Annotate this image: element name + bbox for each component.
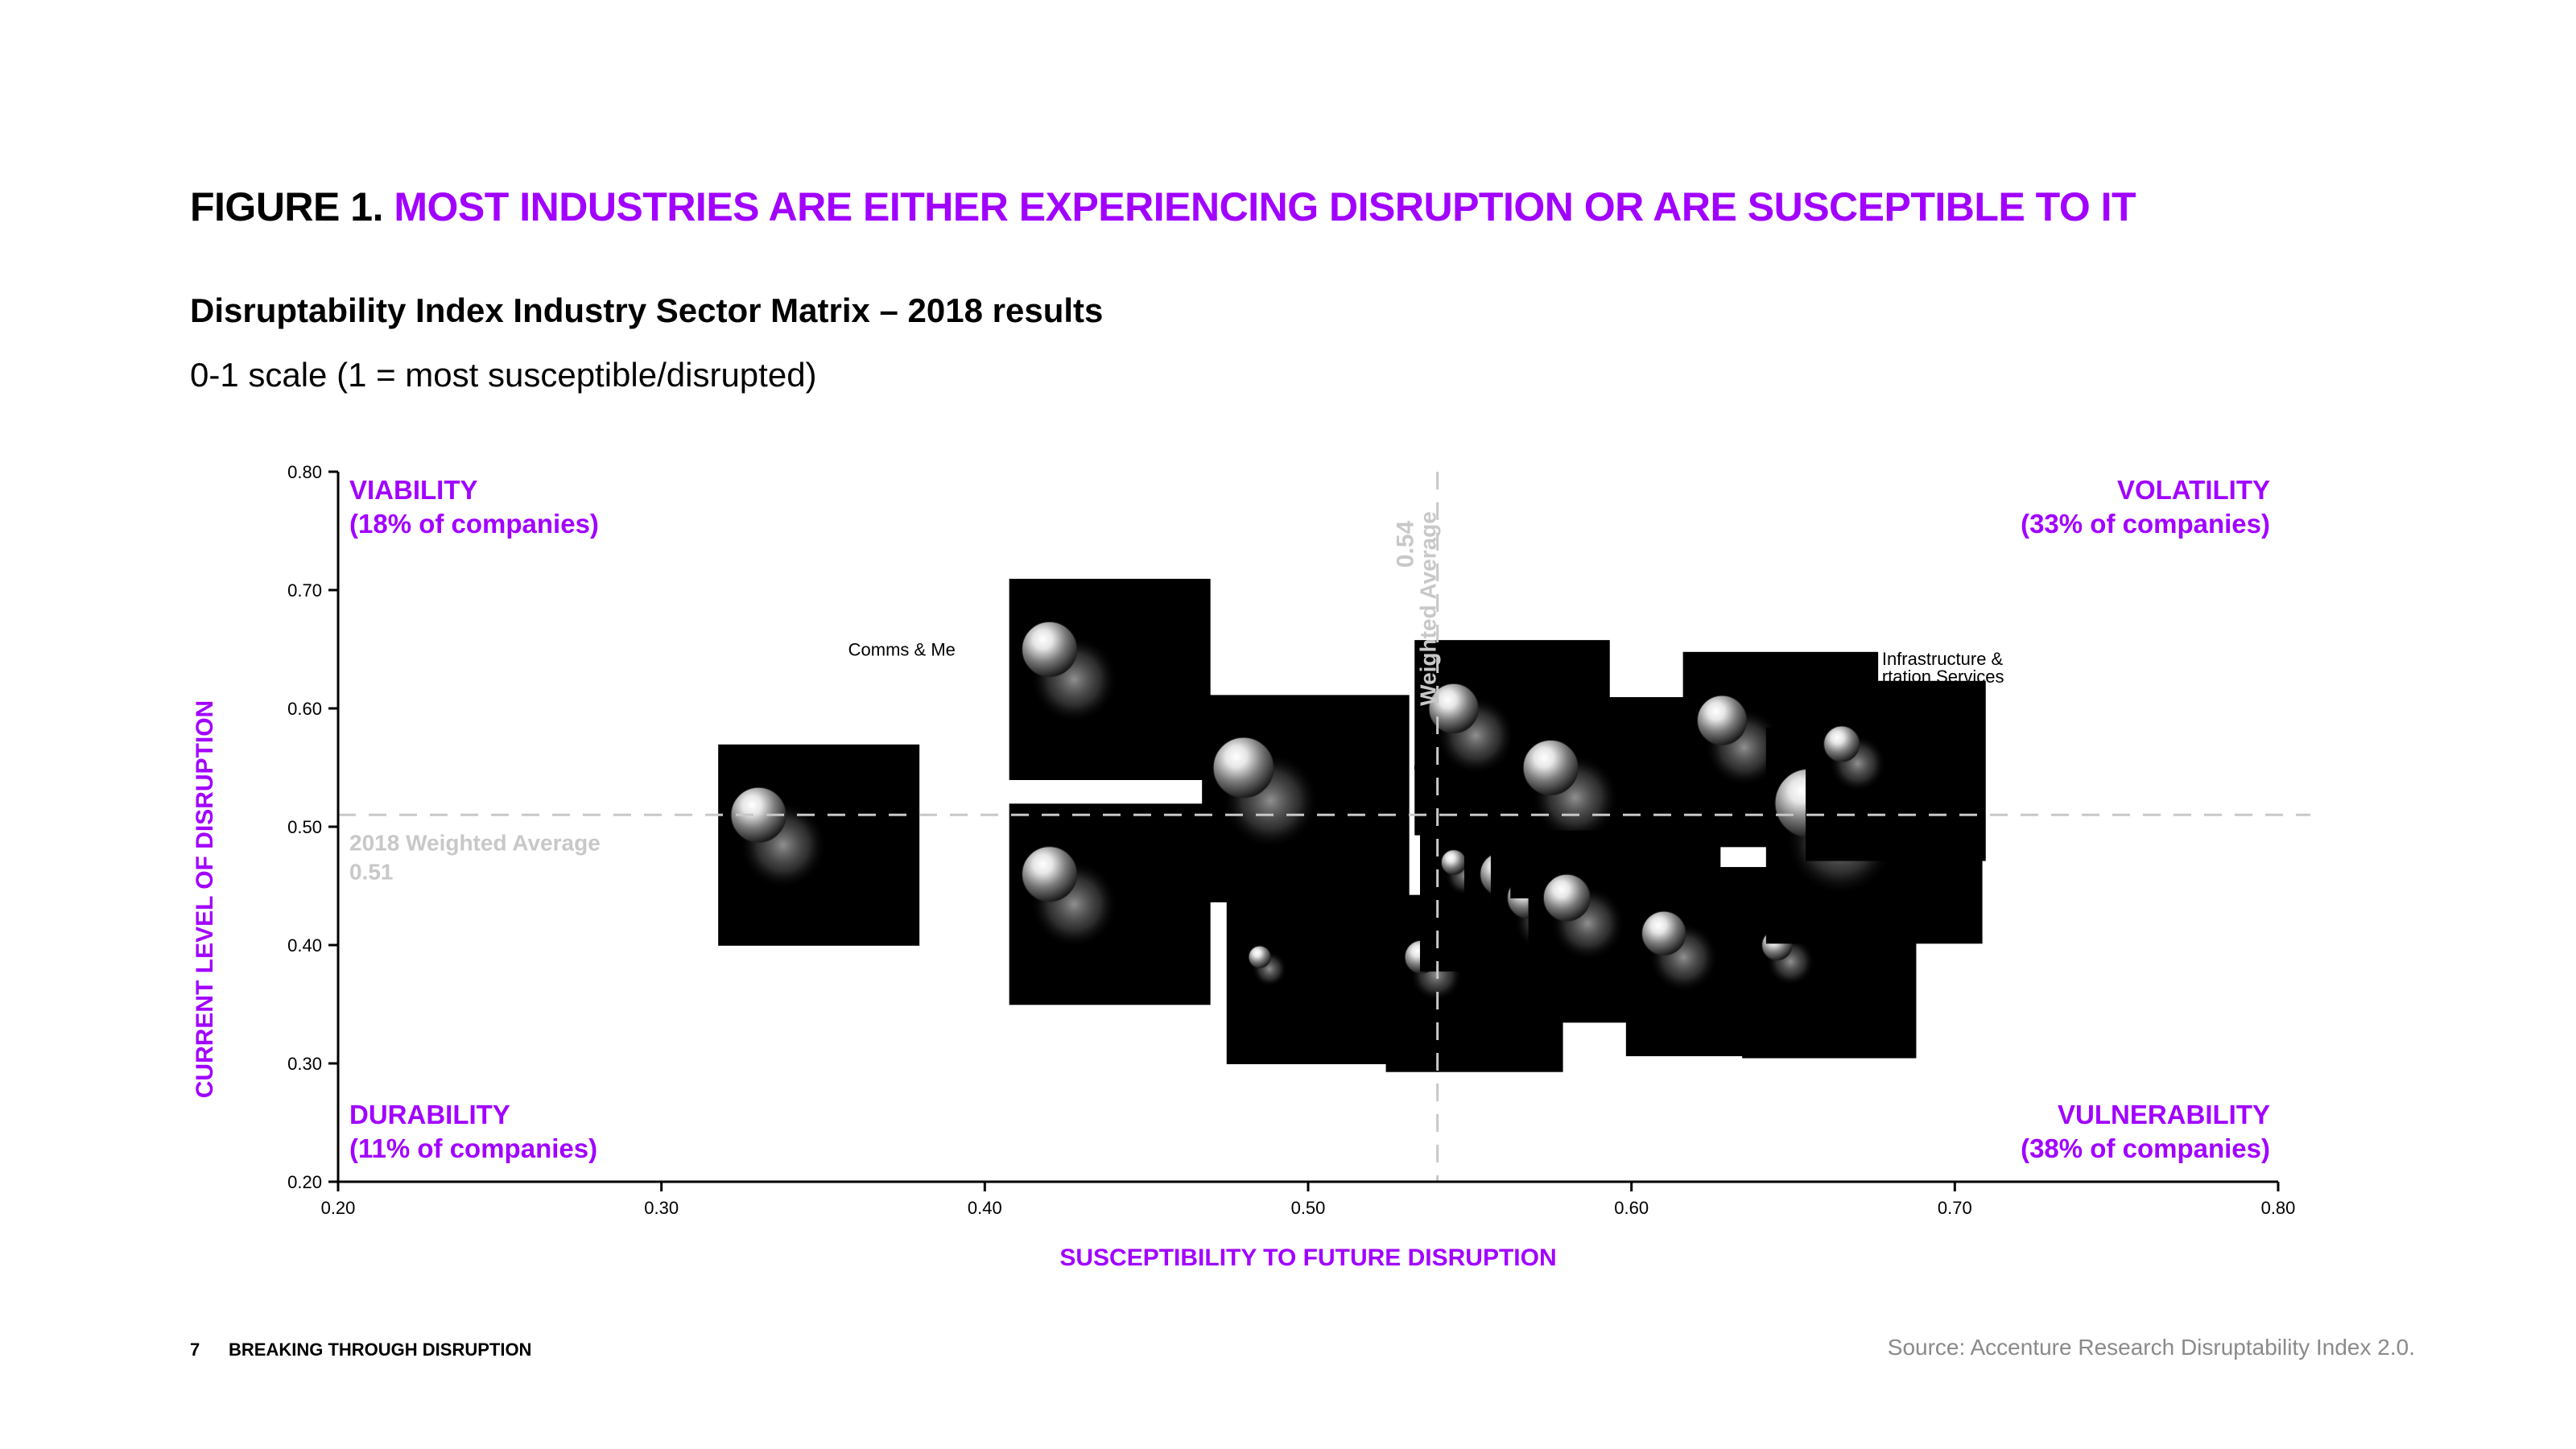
- weighted-average-horizontal-value: 0.51: [349, 859, 394, 884]
- y-axis-title: CURRENT LEVEL OF DISRUPTION: [192, 700, 218, 1098]
- quadrant-vulnerability-share: (38% of companies): [2021, 1133, 2270, 1163]
- data-point-4: [1248, 945, 1271, 968]
- figure-headline: MOST INDUSTRIES ARE EITHER EXPERIENCING …: [394, 184, 2136, 229]
- weighted-average-vertical-value: 0.54: [1393, 520, 1419, 568]
- data-point-14: [1697, 695, 1748, 745]
- y-tick-label: 0.60: [287, 699, 322, 719]
- data-label-18: Infrastructure &: [1882, 649, 2004, 669]
- chart-title: Disruptability Index Industry Sector Mat…: [190, 291, 1104, 329]
- x-tick-label: 0.80: [2261, 1198, 2296, 1218]
- quadrant-vulnerability-title: VULNERABILITY: [2058, 1100, 2270, 1129]
- y-tick-label: 0.70: [287, 580, 322, 601]
- x-tick-label: 0.40: [968, 1198, 1002, 1218]
- data-label-19: rtation Services: [1882, 667, 2004, 687]
- weighted-average-horizontal-label: 2018 Weighted Average: [349, 830, 601, 855]
- point-tile-4: [1226, 898, 1392, 1064]
- data-label-1: Comms & Me: [848, 640, 956, 660]
- footer-page-number: 7: [190, 1340, 200, 1360]
- quadrant-durability-title: DURABILITY: [349, 1100, 510, 1129]
- x-tick-label: 0.50: [1291, 1198, 1326, 1218]
- data-point-12: [1542, 873, 1591, 922]
- x-axis-title: SUSCEPTIBILITY TO FUTURE DISRUPTION: [1059, 1245, 1556, 1271]
- data-point-0: [730, 786, 786, 843]
- quadrant-viability-title: VIABILITY: [349, 475, 478, 505]
- x-tick-label: 0.20: [321, 1198, 356, 1218]
- footer-source: Source: Accenture Research Disruptabilit…: [1887, 1335, 2415, 1360]
- quadrant-volatility-title: VOLATILITY: [2117, 475, 2270, 505]
- data-point-1: [1022, 621, 1078, 677]
- chart-subtitle: 0-1 scale (1 = most susceptible/disrupte…: [190, 356, 817, 394]
- y-tick-label: 0.40: [287, 935, 322, 956]
- data-point-6: [1428, 683, 1479, 734]
- data-label-2: Life Scie: [848, 865, 916, 885]
- data-point-3: [1212, 737, 1274, 799]
- x-tick-label: 0.30: [644, 1198, 679, 1218]
- weighted-average-vertical-label: Weighted Average: [1416, 511, 1441, 706]
- quadrant-durability-share: (11% of companies): [349, 1133, 597, 1163]
- data-point-11: [1522, 740, 1579, 795]
- data-label-11: nsumer G: [1349, 758, 1427, 778]
- figure-label: FIGURE 1.: [190, 184, 383, 229]
- figure-title: FIGURE 1. MOST INDUSTRIES ARE EITHER EXP…: [190, 184, 2136, 230]
- y-tick-label: 0.20: [287, 1172, 322, 1192]
- quadrant-volatility-share: (33% of companies): [2021, 509, 2270, 539]
- x-tick-label: 0.60: [1614, 1198, 1649, 1218]
- data-point-17: [1823, 725, 1860, 762]
- y-tick-label: 0.80: [287, 462, 322, 482]
- x-tick-label: 0.70: [1938, 1198, 1972, 1218]
- data-label-17: e: [1641, 734, 1650, 754]
- footer-publication-title: BREAKING THROUGH DISRUPTION: [229, 1340, 532, 1360]
- data-point-13: [1641, 910, 1686, 956]
- quadrant-viability-share: (18% of companies): [349, 509, 599, 539]
- data-point-2: [1022, 846, 1078, 902]
- y-tick-label: 0.50: [287, 817, 322, 837]
- y-tick-label: 0.30: [287, 1054, 322, 1074]
- data-point-7: [1440, 849, 1467, 875]
